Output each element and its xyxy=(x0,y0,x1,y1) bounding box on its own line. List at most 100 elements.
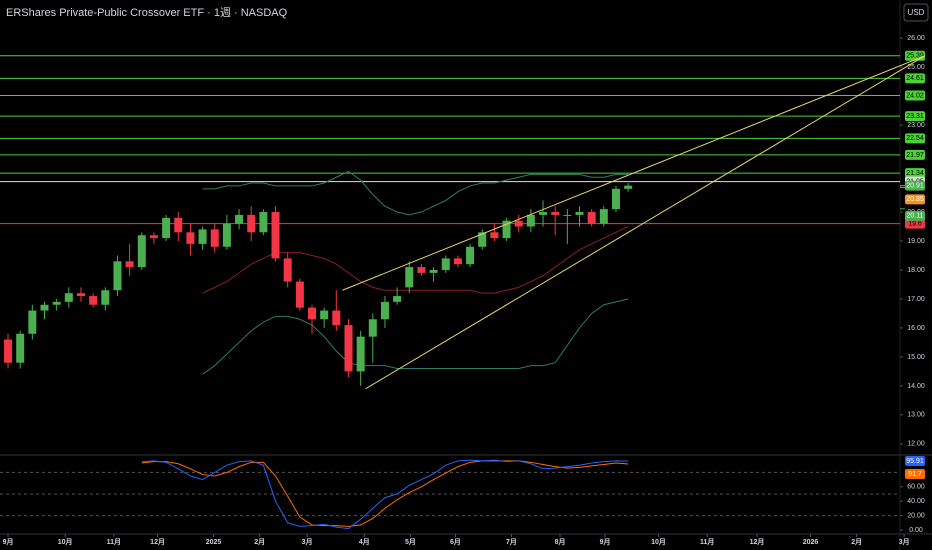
candle-body xyxy=(587,212,596,224)
level-label: 23.31 xyxy=(906,113,924,120)
x-tick-label: 12月 xyxy=(150,538,165,546)
candle-body xyxy=(222,223,231,247)
candle-body xyxy=(64,293,73,302)
x-tick-label: 5月 xyxy=(405,538,416,546)
candle-body xyxy=(551,212,560,215)
stoch-tick-label: 0.00 xyxy=(909,527,923,534)
x-tick-label: 2月 xyxy=(851,538,862,546)
candle-body xyxy=(174,217,183,233)
candle-body xyxy=(28,310,37,334)
candle-body xyxy=(271,212,280,259)
y-tick-label: 23.00 xyxy=(907,122,925,129)
candle-body xyxy=(52,301,61,305)
trendline xyxy=(342,55,926,291)
candle-body xyxy=(478,232,487,247)
y-tick-label: 12.00 xyxy=(907,441,925,448)
candle-body xyxy=(113,261,122,291)
level-label: 25.39 xyxy=(906,53,924,60)
candle-body xyxy=(466,246,475,265)
candle-body xyxy=(344,325,353,372)
stoch-tick-label: 40.00 xyxy=(907,498,925,505)
candle-body xyxy=(526,214,535,227)
y-tick-label: 13.00 xyxy=(907,412,925,419)
x-tick-label: 4月 xyxy=(359,538,370,546)
y-tick-label: 25.00 xyxy=(907,64,925,71)
candle-body xyxy=(417,267,426,273)
x-tick-label: 3月 xyxy=(899,538,910,546)
candle-body xyxy=(563,214,572,216)
price-label-bg xyxy=(905,180,925,191)
level-label: 21.97 xyxy=(906,152,924,159)
stoch-line xyxy=(141,460,629,527)
stoch-label-bg xyxy=(905,468,925,479)
candle-body xyxy=(186,232,195,244)
candle-body xyxy=(247,214,256,233)
candle-body xyxy=(380,301,389,320)
candle-body xyxy=(259,212,268,233)
stoch-label: 95.91 xyxy=(906,458,924,465)
stoch-tick-label: 60.00 xyxy=(907,484,925,491)
x-tick-label: 3月 xyxy=(302,538,313,546)
candle-body xyxy=(611,188,620,210)
level-label: 21.34 xyxy=(906,170,924,177)
level-label: 22.54 xyxy=(906,135,924,142)
currency-button[interactable] xyxy=(903,3,929,22)
candle-body xyxy=(137,235,146,268)
band-line xyxy=(202,170,629,216)
level-label-bg xyxy=(905,90,925,101)
x-tick-label: 8月 xyxy=(555,538,566,546)
level-label-bg xyxy=(905,111,925,122)
x-tick-label: 9月 xyxy=(3,538,14,546)
level-label-bg xyxy=(905,149,925,160)
currency[interactable]: USD xyxy=(908,8,925,17)
candle-body xyxy=(40,304,49,311)
candle-body xyxy=(235,214,244,224)
stoch-label: 91.7 xyxy=(908,471,922,478)
candle-body xyxy=(368,319,377,337)
candle-body xyxy=(539,212,548,215)
y-tick-label: 16.00 xyxy=(907,325,925,332)
x-tick-label: 12月 xyxy=(750,538,765,546)
price-label: 20.85 xyxy=(906,196,924,203)
candle-body xyxy=(320,310,329,320)
x-tick-label: 7月 xyxy=(506,538,517,546)
band-line xyxy=(202,298,629,375)
y-tick-label: 18.00 xyxy=(907,267,925,274)
x-tick-label: 2月 xyxy=(254,538,265,546)
y-tick-label: 26.00 xyxy=(907,35,925,42)
candle-body xyxy=(89,296,98,305)
x-tick-label: 9月 xyxy=(600,538,611,546)
x-tick-label: 11月 xyxy=(700,538,714,546)
x-tick-label: 10月 xyxy=(651,538,666,546)
candle-body xyxy=(441,258,450,270)
level-label-bg xyxy=(905,218,925,229)
price-label-bg xyxy=(905,210,925,221)
level-label-bg xyxy=(905,168,925,179)
level-label: 19.6 xyxy=(908,220,922,227)
candle-body xyxy=(16,333,25,363)
candle-body xyxy=(4,339,13,363)
stoch-label-bg xyxy=(905,455,925,466)
y-tick-label: 17.00 xyxy=(907,296,925,303)
trendline xyxy=(365,55,926,390)
candle-body xyxy=(210,229,219,247)
candle-body xyxy=(76,293,85,297)
candle-body xyxy=(295,281,304,308)
price-label-bg xyxy=(905,194,925,205)
stoch-tick-label: 20.00 xyxy=(907,512,925,519)
stoch-line xyxy=(141,459,629,530)
x-tick-label: 2026 xyxy=(803,539,819,546)
candle-body xyxy=(393,296,402,302)
y-tick-label: 15.00 xyxy=(907,354,925,361)
candle-body xyxy=(429,269,438,273)
candle-body xyxy=(162,217,171,239)
x-tick-label: 6月 xyxy=(450,538,461,546)
candle-body xyxy=(332,310,341,326)
price-label: 20.91 xyxy=(906,182,924,189)
x-tick-label: 11月 xyxy=(107,538,121,546)
candle-body xyxy=(356,336,365,372)
x-tick-label: 10月 xyxy=(58,538,73,546)
level-label-bg xyxy=(905,73,925,84)
